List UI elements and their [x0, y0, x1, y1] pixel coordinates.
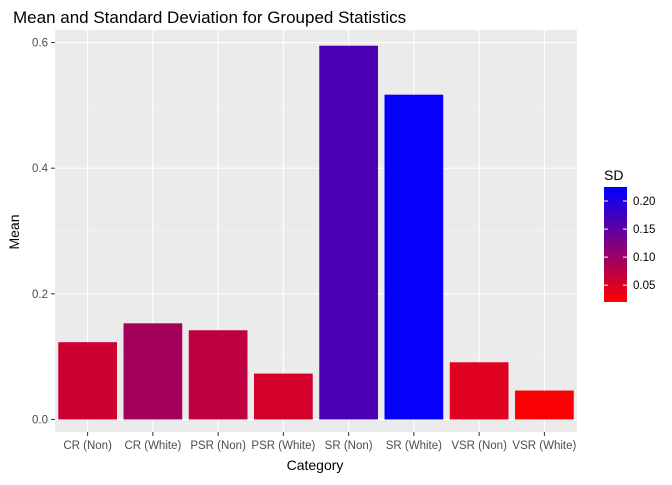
y-axis-label: Mean	[6, 214, 22, 249]
legend-colorbar	[604, 187, 627, 302]
x-tick-label: CR (White)	[124, 440, 181, 452]
chart-title: Mean and Standard Deviation for Grouped …	[13, 8, 406, 27]
x-axis: CR (Non) CR (White) PSR (Non) PSR (White) SR…	[63, 432, 576, 452]
x-tick-label: VSR (White)	[512, 440, 576, 452]
x-tick-label: SR (White)	[386, 440, 442, 452]
legend-ticks: 0.05 0.10 0.15 0.20	[604, 196, 655, 292]
x-tick-label: CR (Non)	[63, 440, 112, 452]
bars	[58, 45, 574, 420]
x-tick-label: PSR (White)	[251, 440, 315, 452]
y-tick-label: 0.0	[32, 414, 48, 426]
bar-cr-white	[123, 323, 183, 420]
legend-title: SD	[604, 167, 623, 183]
bar-vsr-non	[449, 362, 509, 420]
x-tick-label: VSR (Non)	[451, 440, 507, 452]
legend: SD 0.05 0.10 0.15 0.20	[604, 167, 655, 302]
legend-tick-label: 0.05	[633, 280, 655, 292]
legend-tick-label: 0.15	[633, 224, 655, 236]
x-tick-label: PSR (Non)	[190, 440, 246, 452]
y-tick-label: 0.2	[32, 289, 48, 301]
y-tick-label: 0.6	[32, 38, 48, 50]
bar-psr-white	[254, 373, 313, 420]
bar-sr-non	[319, 45, 378, 420]
legend-tick-label: 0.10	[633, 252, 655, 264]
x-tick-label: SR (Non)	[325, 440, 373, 452]
y-axis: 0.0 0.2 0.4 0.6	[32, 38, 55, 426]
y-tick-label: 0.4	[32, 163, 49, 175]
bar-sr-white	[384, 94, 444, 420]
legend-tick-label: 0.20	[633, 196, 655, 208]
bar-vsr-white	[515, 390, 574, 420]
x-axis-label: Category	[287, 457, 344, 473]
bar-cr-non	[58, 342, 117, 420]
bar-psr-non	[188, 330, 248, 420]
